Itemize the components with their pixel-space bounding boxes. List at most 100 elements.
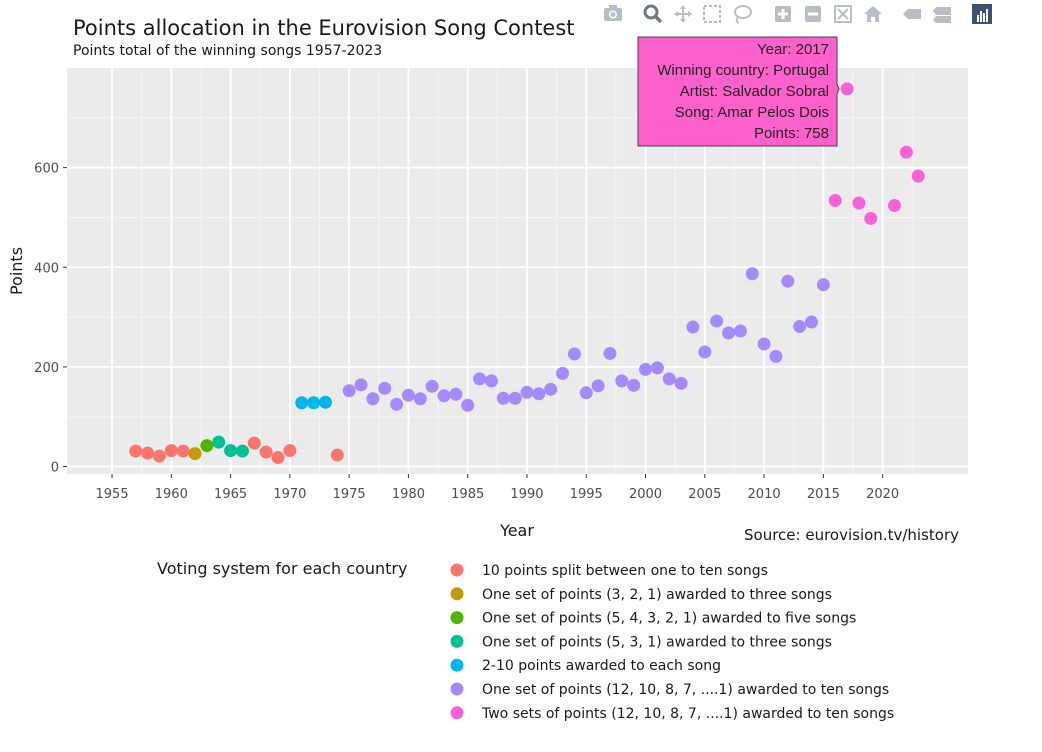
hover-tooltip: Year: 2017 Winning country: Portugal Artis…	[637, 36, 840, 147]
data-point[interactable]	[567, 347, 581, 361]
data-point[interactable]	[224, 444, 238, 458]
data-point[interactable]	[911, 169, 925, 183]
data-point[interactable]	[639, 362, 653, 376]
plotly-logo-icon[interactable]	[972, 4, 992, 24]
x-tick-label: 2005	[688, 487, 721, 502]
legend-marker	[450, 563, 464, 577]
data-point[interactable]	[188, 447, 202, 461]
data-point[interactable]	[864, 211, 878, 225]
data-point[interactable]	[686, 320, 700, 334]
data-point[interactable]	[887, 198, 901, 212]
data-point[interactable]	[816, 278, 830, 292]
data-point[interactable]	[496, 391, 510, 405]
legend-item-label: One set of points (12, 10, 8, 7, ....1) …	[482, 682, 889, 698]
data-point[interactable]	[307, 396, 321, 410]
data-point[interactable]	[556, 366, 570, 380]
x-tick-label: 1970	[273, 487, 306, 502]
autoscale-icon[interactable]	[834, 5, 852, 23]
camera-icon[interactable]	[604, 5, 622, 21]
data-point[interactable]	[544, 382, 558, 396]
data-point[interactable]	[141, 446, 155, 460]
data-point[interactable]	[899, 145, 913, 159]
data-points	[129, 82, 925, 465]
data-point[interactable]	[235, 444, 249, 458]
data-point[interactable]	[176, 444, 190, 458]
data-point[interactable]	[532, 387, 546, 401]
data-point[interactable]	[650, 361, 664, 375]
y-axis-title: Points	[7, 247, 26, 295]
data-point[interactable]	[484, 374, 498, 388]
data-point[interactable]	[129, 444, 143, 458]
data-point[interactable]	[212, 435, 226, 449]
y-tick-label: 200	[34, 361, 59, 376]
legend-marker	[450, 587, 464, 601]
data-point[interactable]	[449, 387, 463, 401]
data-point[interactable]	[437, 389, 451, 403]
data-point[interactable]	[603, 346, 617, 360]
data-point[interactable]	[627, 378, 641, 392]
x-tick-label: 1960	[155, 487, 188, 502]
legend-marker	[450, 658, 464, 672]
data-point[interactable]	[366, 392, 380, 406]
data-point[interactable]	[283, 444, 297, 458]
hover-closest-icon[interactable]	[903, 9, 921, 19]
data-point[interactable]	[259, 445, 273, 459]
data-point[interactable]	[247, 436, 261, 450]
data-point[interactable]	[733, 324, 747, 338]
data-point[interactable]	[769, 349, 783, 363]
data-point[interactable]	[342, 384, 356, 398]
data-point[interactable]	[520, 385, 534, 399]
data-point[interactable]	[473, 372, 487, 386]
data-point[interactable]	[591, 379, 605, 393]
data-point[interactable]	[781, 274, 795, 288]
data-point[interactable]	[757, 337, 771, 351]
y-tick-label: 0	[51, 461, 59, 476]
tooltip-line: Artist: Salvador Sobral	[680, 83, 829, 100]
zoom-out-icon[interactable]	[805, 6, 821, 22]
lasso-icon[interactable]	[734, 5, 752, 24]
legend-item-label: 2-10 points awarded to each song	[482, 658, 721, 674]
data-point[interactable]	[271, 451, 285, 465]
data-point[interactable]	[164, 444, 178, 458]
data-point[interactable]	[698, 345, 712, 359]
data-point[interactable]	[461, 398, 475, 412]
data-point[interactable]	[828, 194, 842, 208]
data-point[interactable]	[852, 196, 866, 210]
data-point[interactable]	[425, 379, 439, 393]
data-point[interactable]	[805, 315, 819, 329]
box-select-icon[interactable]	[703, 5, 721, 23]
reset-axes-icon[interactable]	[864, 6, 882, 22]
data-point[interactable]	[354, 378, 368, 392]
data-point[interactable]	[318, 395, 332, 409]
data-point[interactable]	[295, 396, 309, 410]
data-point[interactable]	[710, 314, 724, 328]
data-point[interactable]	[508, 391, 522, 405]
data-point[interactable]	[793, 320, 807, 334]
data-point[interactable]	[390, 397, 404, 411]
modebar	[604, 4, 992, 24]
data-point[interactable]	[200, 439, 214, 453]
data-point[interactable]	[413, 392, 427, 406]
zoom-icon[interactable]	[643, 4, 663, 24]
data-point[interactable]	[745, 267, 759, 281]
data-point[interactable]	[152, 449, 166, 463]
x-tick-label: 1955	[96, 487, 129, 502]
data-point[interactable]	[662, 372, 676, 386]
data-point[interactable]	[401, 388, 415, 402]
data-point[interactable]	[579, 386, 593, 400]
data-point[interactable]	[330, 448, 344, 462]
data-point[interactable]	[615, 374, 629, 388]
pan-icon[interactable]	[674, 5, 692, 23]
data-point[interactable]	[674, 376, 688, 390]
data-point[interactable]	[840, 82, 854, 96]
data-point[interactable]	[378, 381, 392, 395]
x-tick-label: 1975	[333, 487, 366, 502]
data-point[interactable]	[722, 326, 736, 340]
tooltip-line: Song: Amar Pelos Dois	[675, 104, 829, 121]
legend-item-label: One set of points (5, 4, 3, 2, 1) awarde…	[482, 611, 856, 627]
legend-marker	[450, 611, 464, 625]
legend-item-label: 10 points split between one to ten songs	[482, 563, 768, 579]
hover-compare-icon[interactable]	[933, 7, 951, 23]
zoom-in-icon[interactable]	[775, 6, 791, 22]
